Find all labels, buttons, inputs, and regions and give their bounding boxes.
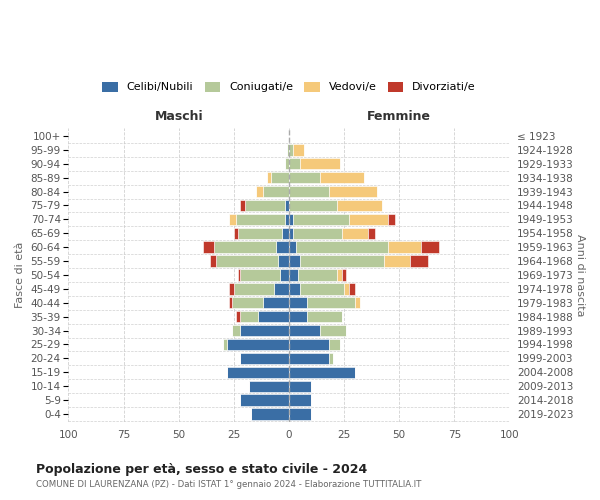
Bar	[307, 297, 355, 308]
Bar	[344, 283, 349, 294]
Bar	[236, 311, 241, 322]
Bar	[232, 325, 241, 336]
Bar	[349, 214, 388, 225]
Bar	[227, 366, 289, 378]
Bar	[256, 186, 263, 198]
Bar	[258, 311, 289, 322]
Bar	[289, 311, 307, 322]
Bar	[355, 297, 359, 308]
Bar	[232, 297, 263, 308]
Bar	[293, 228, 342, 239]
Bar	[289, 172, 320, 184]
Bar	[229, 214, 236, 225]
Bar	[216, 256, 278, 267]
Bar	[293, 214, 349, 225]
Bar	[320, 325, 346, 336]
Bar	[234, 228, 238, 239]
Bar	[241, 394, 289, 406]
Bar	[287, 144, 289, 156]
Bar	[223, 339, 227, 350]
Bar	[241, 200, 245, 211]
Bar	[289, 186, 329, 198]
Bar	[289, 144, 293, 156]
Bar	[298, 270, 337, 280]
Bar	[388, 242, 421, 253]
Bar	[307, 311, 342, 322]
Bar	[329, 352, 333, 364]
Bar	[289, 408, 311, 420]
Bar	[203, 242, 214, 253]
Bar	[342, 270, 346, 280]
Bar	[368, 228, 375, 239]
Text: COMUNE DI LAURENZANA (PZ) - Dati ISTAT 1° gennaio 2024 - Elaborazione TUTTITALIA: COMUNE DI LAURENZANA (PZ) - Dati ISTAT 1…	[36, 480, 421, 489]
Text: Popolazione per età, sesso e stato civile - 2024: Popolazione per età, sesso e stato civil…	[36, 462, 367, 475]
Bar	[263, 186, 289, 198]
Bar	[274, 283, 289, 294]
Bar	[289, 200, 337, 211]
Bar	[289, 214, 293, 225]
Bar	[249, 380, 289, 392]
Bar	[229, 283, 234, 294]
Y-axis label: Fasce di età: Fasce di età	[15, 242, 25, 308]
Bar	[384, 256, 410, 267]
Bar	[238, 270, 241, 280]
Bar	[284, 158, 289, 170]
Bar	[388, 214, 395, 225]
Bar	[241, 311, 258, 322]
Bar	[329, 186, 377, 198]
Bar	[421, 242, 439, 253]
Bar	[241, 352, 289, 364]
Bar	[337, 200, 382, 211]
Bar	[289, 366, 355, 378]
Bar	[289, 158, 300, 170]
Bar	[276, 242, 289, 253]
Bar	[289, 283, 300, 294]
Bar	[236, 214, 284, 225]
Bar	[320, 172, 364, 184]
Bar	[289, 339, 329, 350]
Bar	[289, 394, 311, 406]
Bar	[227, 339, 289, 350]
Bar	[280, 270, 289, 280]
Bar	[337, 270, 342, 280]
Bar	[241, 325, 289, 336]
Bar	[300, 283, 344, 294]
Legend: Celibi/Nubili, Coniugati/e, Vedovi/e, Divorziati/e: Celibi/Nubili, Coniugati/e, Vedovi/e, Di…	[98, 77, 480, 97]
Bar	[238, 228, 283, 239]
Bar	[289, 256, 300, 267]
Bar	[349, 283, 355, 294]
Bar	[300, 158, 340, 170]
Bar	[289, 325, 320, 336]
Bar	[284, 200, 289, 211]
Bar	[296, 242, 388, 253]
Bar	[342, 228, 368, 239]
Bar	[251, 408, 289, 420]
Bar	[410, 256, 428, 267]
Bar	[271, 172, 289, 184]
Bar	[289, 228, 293, 239]
Bar	[209, 256, 216, 267]
Bar	[300, 256, 384, 267]
Bar	[278, 256, 289, 267]
Text: Femmine: Femmine	[367, 110, 431, 124]
Y-axis label: Anni di nascita: Anni di nascita	[575, 234, 585, 316]
Bar	[241, 270, 280, 280]
Bar	[234, 283, 274, 294]
Bar	[289, 380, 311, 392]
Bar	[289, 352, 329, 364]
Bar	[283, 228, 289, 239]
Bar	[289, 270, 298, 280]
Bar	[245, 200, 284, 211]
Bar	[267, 172, 271, 184]
Bar	[289, 297, 307, 308]
Bar	[229, 297, 232, 308]
Bar	[284, 214, 289, 225]
Bar	[329, 339, 340, 350]
Bar	[214, 242, 276, 253]
Bar	[289, 242, 296, 253]
Bar	[293, 144, 304, 156]
Text: Maschi: Maschi	[154, 110, 203, 124]
Bar	[263, 297, 289, 308]
